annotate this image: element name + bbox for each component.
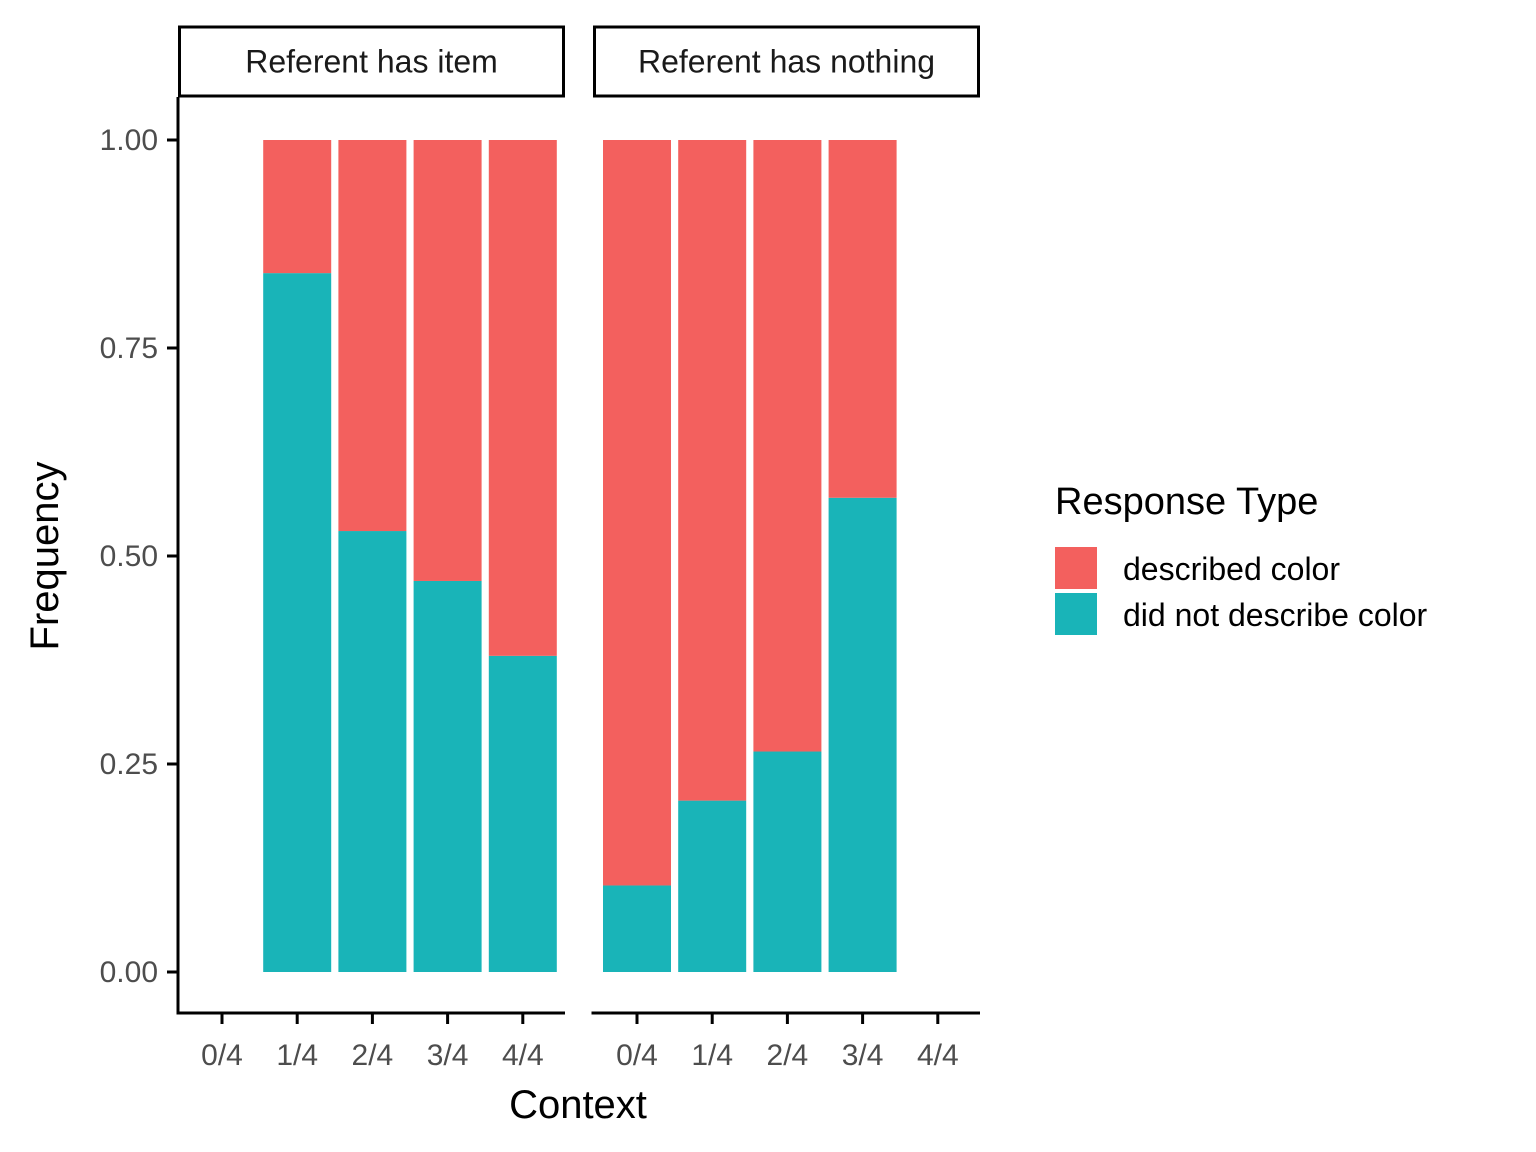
bar-segment — [753, 140, 822, 752]
x-tick-label: 2/4 — [352, 1039, 394, 1072]
y-tick-label: 0.75 — [100, 332, 158, 365]
bar-segment — [828, 497, 897, 972]
bar-segment — [678, 140, 747, 801]
y-tick-label: 0.50 — [100, 540, 158, 573]
y-tick-label: 0.00 — [100, 956, 158, 989]
x-tick-label: 2/4 — [767, 1039, 809, 1072]
x-tick-label: 4/4 — [502, 1039, 544, 1072]
x-axis-title: Context — [509, 1083, 647, 1127]
bar-segment — [753, 751, 822, 972]
facet-strip — [178, 25, 565, 98]
bar-segment — [828, 140, 897, 498]
facet-panel: Referent has nothing 0/4 1/4 2/4 3/4 4/4 — [591, 25, 980, 1072]
y-axis-title: Frequency — [23, 462, 67, 651]
x-tick-label: 1/4 — [276, 1039, 318, 1072]
y-tick-label: 1.00 — [100, 124, 158, 157]
x-tick-label: 1/4 — [691, 1039, 733, 1072]
y-tick-label: 0.25 — [100, 748, 158, 781]
bar-segment — [338, 140, 407, 532]
legend: Response Type described color did not des… — [1055, 481, 1428, 635]
bar-segment — [603, 140, 671, 886]
bar-segment — [263, 140, 332, 274]
x-tick-label: 4/4 — [917, 1039, 959, 1072]
facet-panel: Referent has item 0.00 0.25 0.50 0.75 1.00 0/4… — [100, 25, 565, 1072]
bar-segment — [263, 273, 332, 972]
legend-entries: described color did not describe color — [1055, 547, 1428, 635]
x-tick-label: 3/4 — [842, 1039, 884, 1072]
bar-segment — [603, 885, 671, 972]
bar-segment — [488, 140, 557, 656]
x-tick-label: 0/4 — [201, 1039, 243, 1072]
x-tick-label: 0/4 — [616, 1039, 658, 1072]
x-tick-label: 3/4 — [427, 1039, 469, 1072]
bar-segment — [413, 140, 482, 581]
bar-segment — [338, 531, 407, 972]
bar-segment — [413, 580, 482, 972]
panels-layer: Referent has item 0.00 0.25 0.50 0.75 1.00 0/4… — [100, 25, 980, 1072]
bar-segment — [488, 655, 557, 972]
legend-key — [1055, 593, 1097, 635]
legend-key — [1055, 547, 1097, 589]
legend-label: did not describe color — [1123, 597, 1428, 633]
legend-title: Response Type — [1055, 481, 1318, 523]
facet-strip-label: Referent has nothing — [638, 44, 935, 80]
bar-segment — [678, 800, 747, 972]
facet-strip-label: Referent has item — [245, 44, 498, 80]
legend-label: described color — [1123, 551, 1340, 587]
facet-strip — [593, 25, 980, 98]
